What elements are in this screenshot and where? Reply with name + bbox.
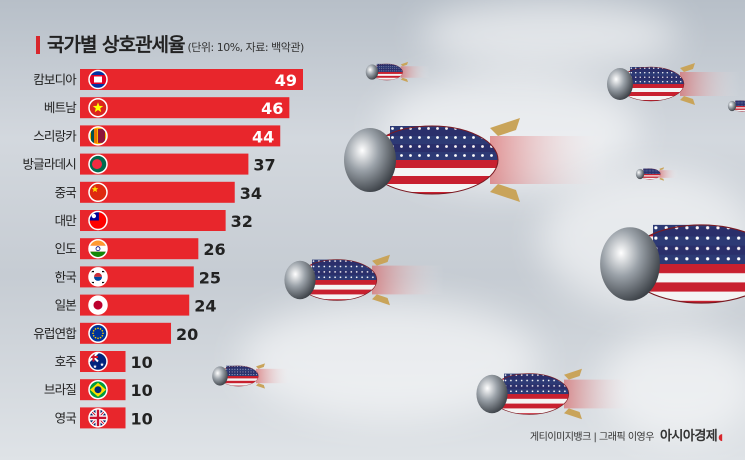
brand-mark-icon: ◖ xyxy=(718,433,723,443)
value-label: 24 xyxy=(194,297,216,316)
bangladesh-flag-icon xyxy=(88,154,108,174)
value-label: 20 xyxy=(176,325,198,344)
uk-flag-icon xyxy=(88,408,108,428)
bar xyxy=(80,266,194,288)
bar-row: 인도 26 xyxy=(55,238,226,260)
brazil-flag-icon xyxy=(88,379,108,400)
value-label: 34 xyxy=(240,184,262,203)
vietnam-flag-icon xyxy=(88,97,108,118)
cloud xyxy=(420,0,680,70)
value-label: 44 xyxy=(252,127,274,146)
value-label: 32 xyxy=(231,212,253,231)
category-label: 대만 xyxy=(55,213,78,228)
china-flag-icon xyxy=(88,182,108,203)
category-label: 영국 xyxy=(55,410,77,425)
category-label: 호주 xyxy=(55,354,77,369)
category-label: 베트남 xyxy=(44,100,77,115)
category-label: 방글라데시 xyxy=(22,157,76,172)
category-label: 캄보디아 xyxy=(33,72,77,87)
bar-row: 캄보디아 49 xyxy=(33,69,303,90)
value-label: 10 xyxy=(131,353,153,372)
value-label: 46 xyxy=(261,99,283,118)
korea-flag-icon xyxy=(88,267,108,287)
bar xyxy=(80,153,249,175)
publisher-logo: 아시아경제 xyxy=(659,429,718,444)
category-label: 브라질 xyxy=(44,382,76,397)
bar-row: 한국 25 xyxy=(55,266,221,288)
bar xyxy=(80,238,199,260)
taiwan-flag-icon xyxy=(88,210,108,231)
bar xyxy=(80,181,235,203)
category-label: 일본 xyxy=(55,298,77,313)
category-label: 인도 xyxy=(55,241,77,256)
cambodia-flag-icon xyxy=(88,69,108,90)
bar-row: 일본 24 xyxy=(55,294,216,316)
bar xyxy=(80,97,290,119)
bar xyxy=(80,294,190,316)
eu-flag-icon xyxy=(88,323,108,344)
chart-title: 국가별 상호관세율 xyxy=(47,34,185,56)
sri-lanka-flag-icon xyxy=(88,126,108,146)
value-label: 10 xyxy=(131,381,153,400)
bar-row: 대만 32 xyxy=(55,210,253,231)
category-label: 중국 xyxy=(55,185,77,200)
value-label: 37 xyxy=(253,156,275,175)
bar-row: 브라질 10 xyxy=(44,379,153,401)
image-credit: 게티이미지뱅크 | 그래픽 이영우 xyxy=(529,432,655,443)
bar-row: 중국 34 xyxy=(55,181,262,203)
bar-row: 유럽연합 20 xyxy=(33,322,198,344)
title-accent-bar xyxy=(36,36,40,54)
chart-header: 국가별 상호관세율 (단위: 10%, 자료: 백악관) xyxy=(36,30,304,57)
bar-row: 스리랑카 44 xyxy=(33,125,281,147)
japan-flag-icon xyxy=(88,295,108,315)
australia-flag-icon xyxy=(88,351,108,372)
value-label: 10 xyxy=(131,409,153,428)
bar xyxy=(80,125,281,147)
footer: 게티이미지뱅크 | 그래픽 이영우 아시아경제 ◖ xyxy=(530,425,723,444)
bar xyxy=(80,69,303,90)
bar-row: 호주 10 xyxy=(55,351,153,372)
chart-unit-note: (단위: 10%, 자료: 백악관) xyxy=(187,41,304,54)
value-label: 26 xyxy=(203,240,225,259)
category-label: 스리랑카 xyxy=(33,128,77,143)
category-label: 한국 xyxy=(55,269,77,284)
value-label: 49 xyxy=(275,71,297,90)
bar-row: 영국 10 xyxy=(55,407,153,429)
bar xyxy=(80,210,226,231)
value-label: 25 xyxy=(199,268,221,287)
bar-row: 베트남 46 xyxy=(44,97,290,119)
india-flag-icon xyxy=(88,238,108,259)
category-label: 유럽연합 xyxy=(33,326,77,341)
bar-row: 방글라데시 37 xyxy=(22,153,276,175)
